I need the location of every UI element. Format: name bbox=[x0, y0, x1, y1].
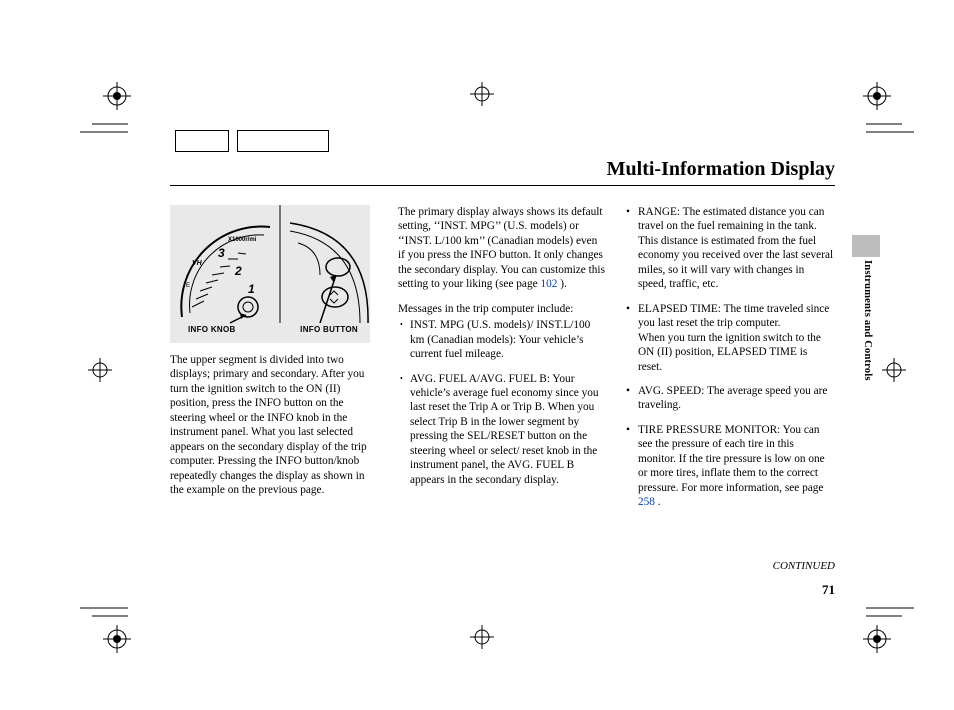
cross-mark-top bbox=[470, 82, 494, 106]
section-label: Instruments and Controls bbox=[862, 260, 873, 381]
body-columns: 3 2 1 X1000r/mi VH E bbox=[170, 205, 835, 520]
col2-p1-a: The primary display always shows its def… bbox=[398, 206, 605, 290]
col1-para1: The upper segment is divided into two di… bbox=[170, 353, 378, 498]
cross-mark-left bbox=[88, 358, 112, 382]
page-link-258[interactable]: 258 bbox=[638, 496, 655, 508]
list-item: RANGE: The estimated distance you can tr… bbox=[626, 205, 834, 292]
svg-text:VH: VH bbox=[192, 260, 203, 267]
svg-text:1: 1 bbox=[248, 282, 255, 296]
reg-mark-bl bbox=[103, 625, 131, 653]
col3-last-a: TIRE PRESSURE MONITOR: You can see the p… bbox=[638, 424, 825, 494]
header-box-2 bbox=[237, 130, 329, 152]
col2-para1: The primary display always shows its def… bbox=[398, 205, 606, 292]
list-item: INST. MPG (U.S. models)/ INST.L/100 km (… bbox=[398, 318, 606, 361]
page-content: Multi-Information Display Instruments an… bbox=[170, 130, 880, 600]
list-item: AVG. SPEED: The average speed you are tr… bbox=[626, 384, 834, 413]
crop-bl bbox=[80, 600, 128, 620]
list-item: TIRE PRESSURE MONITOR: You can see the p… bbox=[626, 423, 834, 510]
cross-mark-bottom bbox=[470, 625, 494, 649]
col2-para2: Messages in the trip computer include: bbox=[398, 302, 606, 316]
page-link-102[interactable]: 102 bbox=[540, 278, 557, 290]
continued-label: CONTINUED bbox=[773, 560, 835, 572]
col2-p1-b: ). bbox=[557, 278, 566, 290]
column-1: 3 2 1 X1000r/mi VH E bbox=[170, 205, 378, 520]
info-knob-figure: 3 2 1 X1000r/mi VH E bbox=[170, 205, 370, 343]
reg-mark-br bbox=[863, 625, 891, 653]
header-revision-boxes bbox=[175, 130, 329, 152]
column-3: RANGE: The estimated distance you can tr… bbox=[626, 205, 834, 520]
list-item: AVG. FUEL A/AVG. FUEL B: Your vehicle’s … bbox=[398, 372, 606, 488]
col2-list: INST. MPG (U.S. models)/ INST.L/100 km (… bbox=[398, 318, 606, 487]
col3-list: RANGE: The estimated distance you can tr… bbox=[626, 205, 834, 510]
svg-text:E: E bbox=[186, 283, 190, 289]
title-rule bbox=[170, 185, 835, 186]
reg-mark-tr bbox=[863, 82, 891, 110]
header-box-1 bbox=[175, 130, 229, 152]
page-title: Multi-Information Display bbox=[607, 158, 835, 181]
cross-mark-right bbox=[882, 358, 906, 382]
section-tab bbox=[852, 235, 880, 257]
svg-text:2: 2 bbox=[234, 264, 242, 278]
figure-label-button: INFO BUTTON bbox=[300, 325, 358, 335]
page-number: 71 bbox=[822, 582, 835, 598]
reg-mark-tl bbox=[103, 82, 131, 110]
figure-label-knob: INFO KNOB bbox=[188, 325, 236, 335]
col3-last-b: . bbox=[655, 496, 661, 508]
column-2: The primary display always shows its def… bbox=[398, 205, 606, 520]
svg-text:X1000r/mi: X1000r/mi bbox=[228, 237, 257, 243]
list-item: ELAPSED TIME: The time traveled since yo… bbox=[626, 302, 834, 374]
crop-tl bbox=[80, 120, 128, 140]
svg-text:3: 3 bbox=[218, 246, 225, 260]
crop-br bbox=[866, 600, 914, 620]
